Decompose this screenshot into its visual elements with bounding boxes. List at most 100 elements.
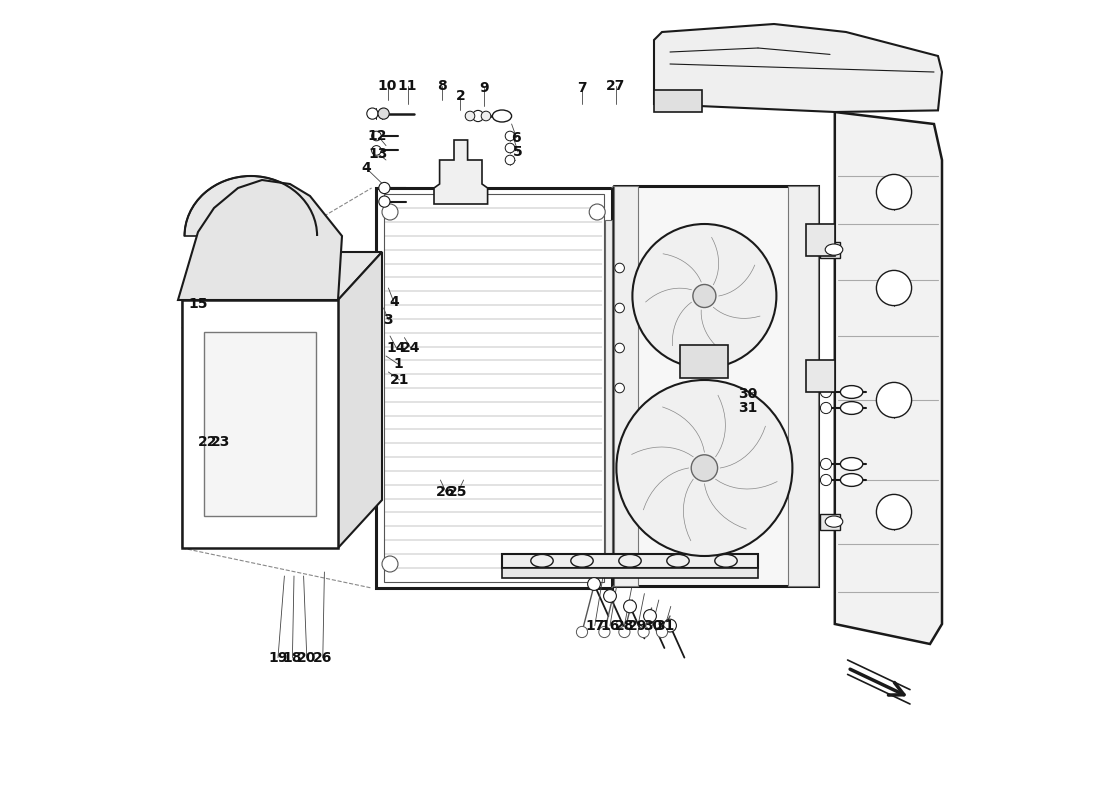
Circle shape — [590, 204, 605, 220]
Text: eurospares: eurospares — [502, 210, 695, 238]
Ellipse shape — [825, 516, 843, 527]
Text: 5: 5 — [513, 145, 522, 159]
Circle shape — [821, 474, 832, 486]
Circle shape — [632, 224, 777, 368]
Circle shape — [615, 303, 625, 313]
Polygon shape — [178, 180, 342, 300]
Text: 18: 18 — [283, 650, 302, 665]
Bar — [502, 554, 758, 568]
Circle shape — [505, 131, 515, 141]
Text: 21: 21 — [389, 373, 409, 387]
Text: 26: 26 — [437, 485, 455, 499]
Circle shape — [465, 111, 475, 121]
Ellipse shape — [840, 402, 862, 414]
Circle shape — [615, 263, 625, 273]
Text: 25: 25 — [449, 485, 468, 499]
Circle shape — [209, 531, 219, 541]
Bar — [182, 300, 338, 548]
Circle shape — [877, 494, 912, 530]
Text: 17: 17 — [585, 618, 605, 633]
Polygon shape — [806, 360, 835, 392]
Text: 10: 10 — [378, 78, 397, 93]
Text: 20: 20 — [297, 650, 317, 665]
Circle shape — [604, 590, 616, 602]
Circle shape — [481, 111, 491, 121]
Circle shape — [576, 626, 587, 638]
Text: eurospares: eurospares — [502, 466, 695, 494]
Bar — [384, 194, 604, 582]
Circle shape — [590, 556, 605, 572]
Circle shape — [638, 626, 649, 638]
Circle shape — [691, 454, 717, 481]
Circle shape — [692, 456, 717, 480]
Ellipse shape — [715, 554, 737, 567]
Circle shape — [808, 368, 824, 384]
Polygon shape — [820, 242, 840, 258]
Text: 24: 24 — [402, 341, 420, 355]
Text: 30: 30 — [738, 386, 757, 401]
Text: 1: 1 — [393, 357, 403, 371]
Circle shape — [241, 531, 251, 541]
Circle shape — [821, 458, 832, 470]
Circle shape — [185, 418, 198, 430]
Circle shape — [322, 422, 334, 434]
Circle shape — [505, 143, 515, 153]
Ellipse shape — [493, 110, 512, 122]
Circle shape — [382, 204, 398, 220]
Circle shape — [663, 619, 676, 632]
Circle shape — [505, 155, 515, 165]
Circle shape — [624, 600, 637, 613]
Text: 7: 7 — [578, 81, 586, 95]
Circle shape — [877, 382, 912, 418]
Circle shape — [616, 380, 792, 556]
Text: 4: 4 — [389, 295, 399, 310]
Circle shape — [372, 146, 382, 155]
Circle shape — [185, 318, 198, 330]
Bar — [205, 332, 316, 516]
Circle shape — [305, 531, 315, 541]
Bar — [502, 568, 758, 578]
Polygon shape — [820, 514, 840, 530]
Ellipse shape — [840, 474, 862, 486]
Circle shape — [615, 383, 625, 393]
Ellipse shape — [571, 554, 593, 567]
Text: 27: 27 — [606, 78, 625, 93]
Circle shape — [273, 531, 283, 541]
Circle shape — [694, 286, 715, 306]
Text: 15: 15 — [188, 297, 208, 311]
Bar — [681, 345, 728, 378]
Polygon shape — [654, 24, 942, 112]
Circle shape — [587, 578, 601, 590]
Circle shape — [808, 232, 824, 248]
Circle shape — [382, 556, 398, 572]
Bar — [614, 186, 818, 586]
Text: 29: 29 — [628, 618, 648, 633]
Text: 30: 30 — [642, 618, 662, 633]
Polygon shape — [185, 176, 317, 236]
Text: 26: 26 — [314, 650, 332, 665]
Text: eurospares: eurospares — [254, 450, 447, 478]
Text: 2: 2 — [455, 89, 465, 103]
Bar — [614, 186, 638, 586]
Ellipse shape — [667, 554, 690, 567]
Circle shape — [378, 108, 389, 119]
Polygon shape — [182, 252, 382, 300]
Bar — [605, 220, 612, 556]
Text: 31: 31 — [738, 401, 757, 415]
Ellipse shape — [531, 554, 553, 567]
Polygon shape — [806, 224, 835, 256]
Text: 22: 22 — [198, 434, 218, 449]
Circle shape — [619, 626, 630, 638]
Circle shape — [378, 196, 390, 207]
Polygon shape — [434, 140, 487, 204]
Circle shape — [821, 402, 832, 414]
Text: 23: 23 — [211, 434, 230, 449]
Ellipse shape — [840, 386, 862, 398]
Circle shape — [378, 182, 390, 194]
Text: 6: 6 — [512, 130, 521, 145]
Text: 11: 11 — [398, 78, 417, 93]
Polygon shape — [338, 252, 382, 548]
Circle shape — [693, 285, 716, 307]
Text: 28: 28 — [615, 618, 634, 633]
Polygon shape — [835, 112, 942, 644]
